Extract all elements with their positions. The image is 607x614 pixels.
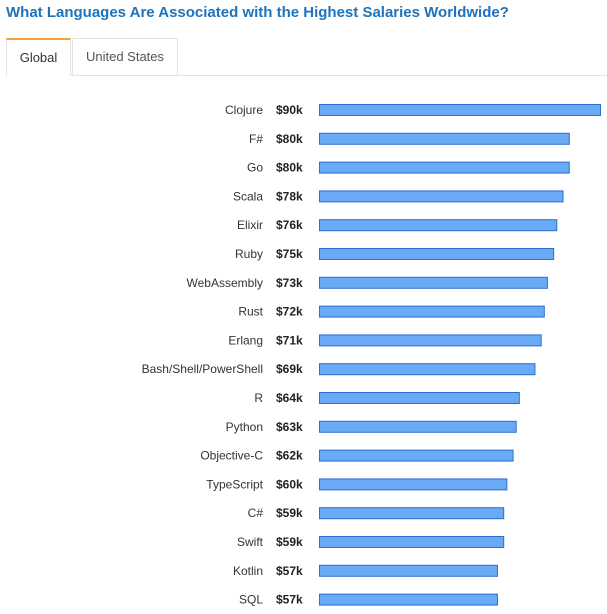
chart-title: What Languages Are Associated with the H… bbox=[6, 4, 509, 21]
category-label-elixir: Elixir bbox=[237, 218, 263, 232]
tab-global[interactable]: Global bbox=[6, 38, 71, 76]
category-label-f: F# bbox=[249, 132, 263, 146]
category-label-r: R bbox=[254, 391, 263, 405]
bar-swift[interactable] bbox=[319, 536, 505, 548]
value-label-webassembly: $73k bbox=[276, 276, 303, 290]
bar-objective-c[interactable] bbox=[319, 449, 514, 462]
category-label-bash-shell-powershell: Bash/Shell/PowerShell bbox=[142, 362, 263, 376]
salary-bar-chart: Clojure $90k F# $80k Go $80k Scala $78k Elixir $7… bbox=[142, 103, 601, 607]
value-label-swift: $59k bbox=[276, 535, 303, 549]
bar-f[interactable] bbox=[319, 132, 570, 145]
category-label-scala: Scala bbox=[233, 189, 263, 203]
bar-python[interactable] bbox=[319, 420, 517, 433]
category-label-ruby: Ruby bbox=[235, 247, 263, 261]
bar-clojure[interactable] bbox=[319, 104, 601, 116]
bar-bash-shell-powershell[interactable] bbox=[319, 363, 536, 376]
bar-scala[interactable] bbox=[319, 190, 564, 203]
value-label-typescript: $60k bbox=[276, 477, 303, 491]
bar-sql[interactable] bbox=[319, 593, 498, 606]
value-label-elixir: $76k bbox=[276, 218, 303, 232]
category-label-webassembly: WebAssembly bbox=[187, 276, 263, 290]
category-label-rust: Rust bbox=[238, 305, 263, 319]
category-label-sql: SQL bbox=[239, 593, 263, 607]
value-label-bash-shell-powershell: $69k bbox=[276, 362, 303, 376]
value-label-erlang: $71k bbox=[276, 333, 303, 347]
category-label-clojure: Clojure bbox=[225, 103, 263, 117]
bar-go[interactable] bbox=[319, 161, 570, 174]
value-label-go: $80k bbox=[276, 161, 303, 175]
category-label-swift: Swift bbox=[237, 535, 264, 549]
bar-webassembly[interactable] bbox=[319, 276, 548, 289]
value-label-sql: $57k bbox=[276, 593, 303, 607]
value-label-ruby: $75k bbox=[276, 247, 303, 261]
bar-r[interactable] bbox=[319, 392, 520, 404]
value-label-rust: $72k bbox=[276, 305, 303, 319]
tab-united-states[interactable]: United States bbox=[72, 38, 178, 75]
value-label-objective-c: $62k bbox=[276, 449, 303, 463]
value-label-c: $59k bbox=[276, 506, 303, 520]
value-label-f: $80k bbox=[276, 132, 303, 146]
value-label-scala: $78k bbox=[276, 189, 303, 203]
category-label-c: C# bbox=[248, 506, 264, 520]
bar-elixir[interactable] bbox=[319, 219, 558, 232]
bar-erlang[interactable] bbox=[319, 334, 542, 347]
category-label-objective-c: Objective-C bbox=[200, 449, 263, 463]
bar-ruby[interactable] bbox=[319, 248, 555, 260]
bar-kotlin[interactable] bbox=[319, 564, 498, 577]
bar-typescript[interactable] bbox=[319, 478, 508, 491]
category-label-go: Go bbox=[247, 161, 263, 175]
tab-bar: Global United States bbox=[6, 38, 607, 76]
category-label-kotlin: Kotlin bbox=[233, 564, 263, 578]
value-label-clojure: $90k bbox=[276, 103, 303, 117]
bar-rust[interactable] bbox=[319, 305, 545, 318]
category-label-typescript: TypeScript bbox=[206, 477, 263, 491]
value-label-r: $64k bbox=[276, 391, 303, 405]
category-label-python: Python bbox=[226, 420, 263, 434]
value-label-python: $63k bbox=[276, 420, 303, 434]
bar-c[interactable] bbox=[319, 507, 505, 520]
value-label-kotlin: $57k bbox=[276, 564, 303, 578]
tab-bar-divider bbox=[6, 75, 607, 76]
category-label-erlang: Erlang bbox=[228, 333, 263, 347]
